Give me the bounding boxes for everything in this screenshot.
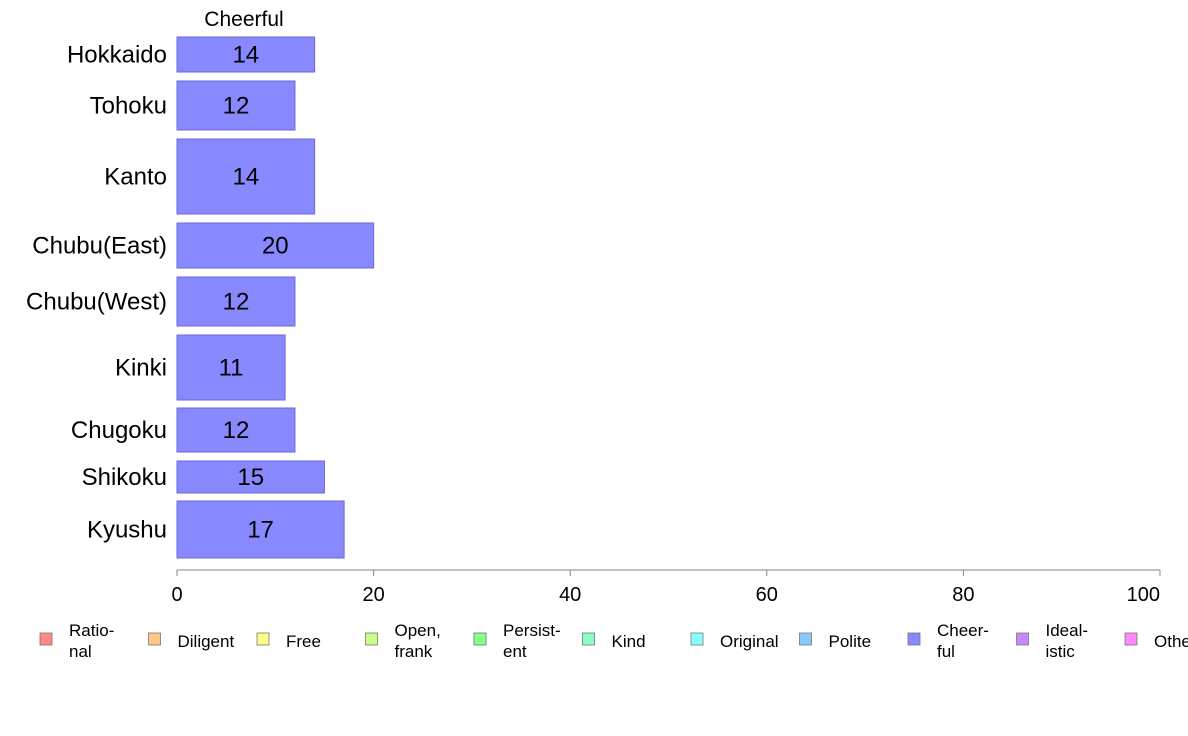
bar-value-label: 14 <box>232 42 259 69</box>
category-label: Shikoku <box>82 464 167 491</box>
legend-swatch <box>148 632 161 646</box>
bar-tohoku <box>176 80 296 131</box>
legend-label: Ratio- <box>69 621 114 640</box>
legend-item: Ratio-nal <box>39 621 114 661</box>
bar-value-label: 15 <box>237 464 264 491</box>
category-label: Tohoku <box>90 93 167 120</box>
legend-swatch <box>1124 632 1138 646</box>
x-tick-label: 100 <box>1127 584 1160 606</box>
bar-value-label: 20 <box>262 233 289 260</box>
bar-chugoku <box>176 407 296 453</box>
legend-label: Diligent <box>178 632 235 651</box>
bar-value-label: 11 <box>219 355 244 382</box>
bars-group: 14 Hokkaido 12 Tohoku 14 Kanto 20 Chubu(East) 12… <box>26 36 375 559</box>
bar-value-label: 12 <box>223 93 250 120</box>
bar-chubu-west <box>176 276 296 327</box>
bar-kanto <box>176 138 316 215</box>
legend-swatch <box>690 632 704 646</box>
legend-item: Diligent <box>148 632 235 651</box>
bar-kyushu <box>176 500 345 559</box>
category-label: Chubu(East) <box>32 233 167 260</box>
x-axis: 0 20 40 60 80 100 <box>171 569 1161 606</box>
legend-item: Free <box>256 632 321 651</box>
legend-label: Ideal- <box>1046 621 1089 640</box>
chart-title: Cheerful <box>204 8 283 31</box>
x-tick-label: 40 <box>559 584 581 606</box>
bar-value-label: 12 <box>223 289 250 316</box>
legend-swatch <box>365 632 378 646</box>
bar-value-label: 12 <box>223 417 250 444</box>
legend-label: Original <box>720 632 779 651</box>
bar-value-label: 17 <box>247 517 274 544</box>
category-label: Hokkaido <box>67 42 167 69</box>
legend-item: Kind <box>582 632 646 651</box>
legend-label: nal <box>69 642 92 661</box>
bar-chubu-east <box>176 222 375 269</box>
x-tick-label: 20 <box>362 584 384 606</box>
legend-swatch <box>473 632 487 646</box>
legend-label: Polite <box>829 632 872 651</box>
category-label: Kanto <box>104 164 167 191</box>
legend-swatch <box>907 632 921 646</box>
category-label: Chugoku <box>71 417 167 444</box>
legend-swatch <box>1016 632 1029 646</box>
category-label: Kyushu <box>87 517 167 544</box>
legend-item: Open, frank <box>365 621 441 661</box>
legend-item: Cheer-ful <box>907 621 989 661</box>
legend-label: Open, <box>395 621 441 640</box>
bar-hokkaido <box>176 36 316 73</box>
legend-label: frank <box>395 642 433 661</box>
legend: Ratio-nal Diligent Free Open, frank Persist-e… <box>39 621 1188 661</box>
legend-item: Ideal-istic <box>1016 621 1089 661</box>
legend-label: Free <box>286 632 321 651</box>
legend-item: Polite <box>799 632 872 651</box>
x-tick-label: 0 <box>171 584 182 606</box>
legend-label: ent <box>503 642 527 661</box>
bar-shikoku <box>176 460 325 494</box>
x-tick-label: 80 <box>952 584 974 606</box>
bar-kinki <box>176 334 286 401</box>
legend-label: Other <box>1154 632 1188 651</box>
bar-value-label: 14 <box>232 164 259 191</box>
x-tick-label: 60 <box>756 584 778 606</box>
legend-swatch <box>799 632 812 646</box>
legend-label: Persist- <box>503 621 561 640</box>
legend-label: istic <box>1046 642 1076 661</box>
legend-label: ful <box>937 642 955 661</box>
legend-item: Other <box>1124 632 1188 651</box>
category-label: Chubu(West) <box>26 289 167 316</box>
legend-swatch <box>582 632 595 646</box>
legend-label: Cheer- <box>937 621 989 640</box>
legend-swatch <box>256 632 270 646</box>
legend-swatch <box>39 632 53 646</box>
legend-label: Kind <box>612 632 646 651</box>
legend-item: Original <box>690 632 779 651</box>
legend-item: Persist-ent <box>473 621 561 661</box>
category-label: Kinki <box>115 355 167 382</box>
